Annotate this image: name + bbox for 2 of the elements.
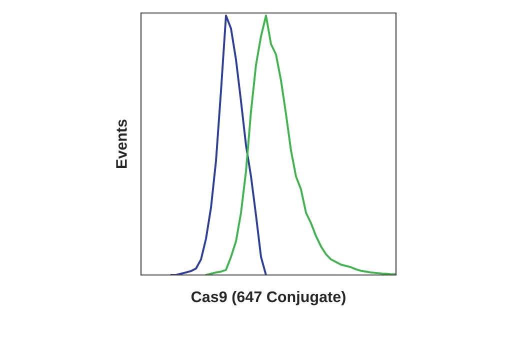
y-axis-title: Events bbox=[116, 120, 127, 168]
x-axis-title: Cas9 (647 Conjugate) bbox=[191, 290, 346, 306]
